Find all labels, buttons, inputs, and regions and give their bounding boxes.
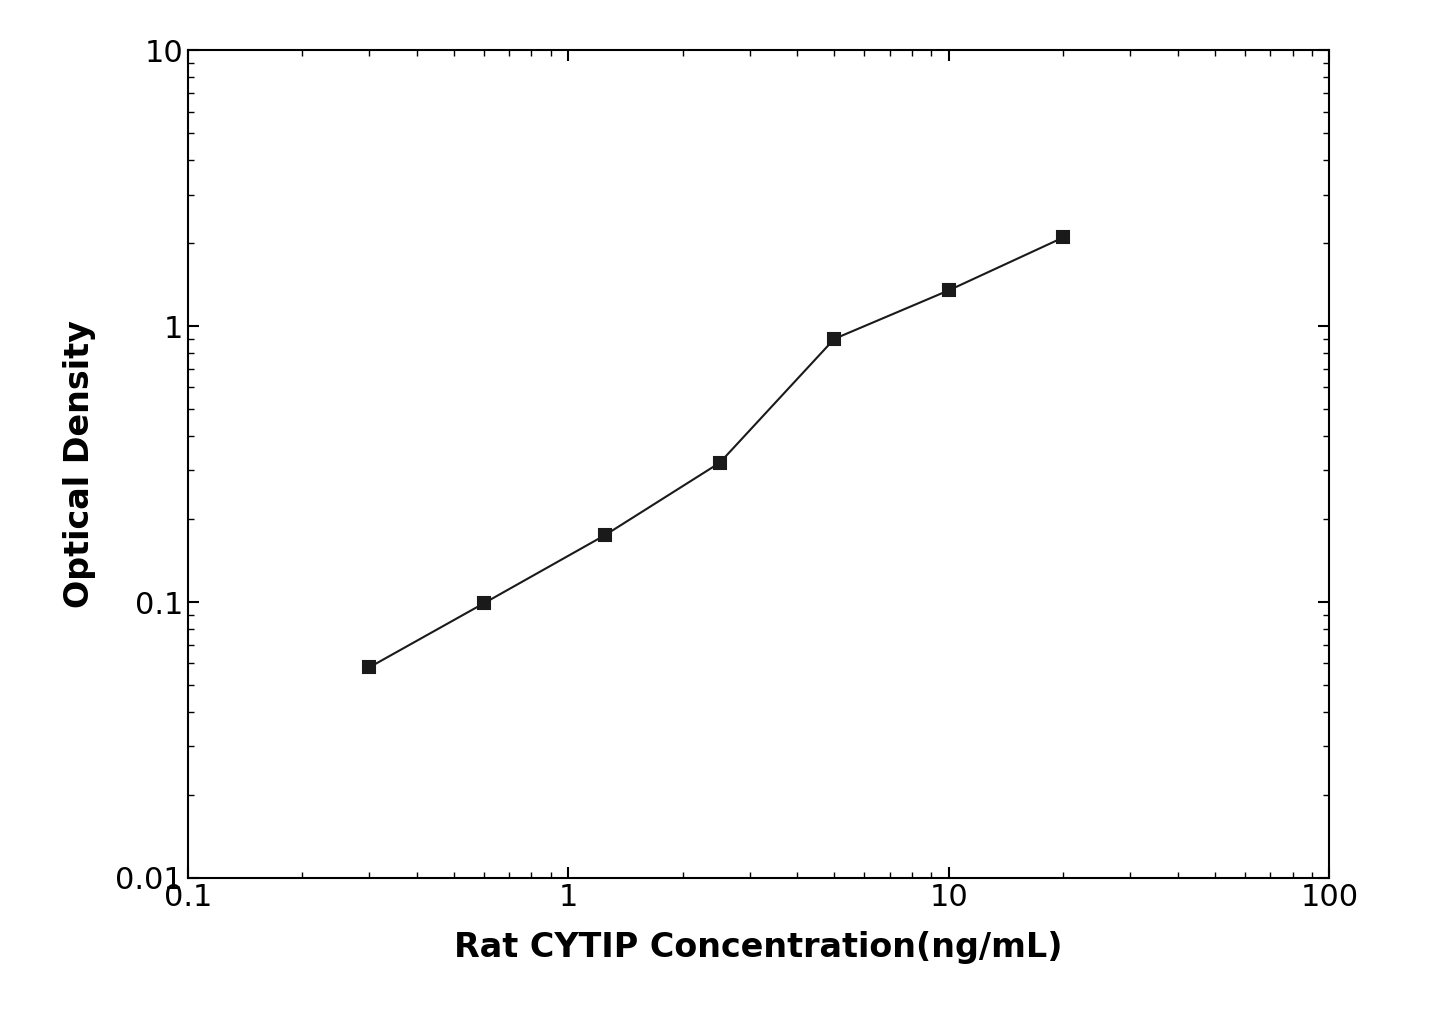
X-axis label: Rat CYTIP Concentration(ng/mL): Rat CYTIP Concentration(ng/mL) bbox=[454, 931, 1064, 965]
Y-axis label: Optical Density: Optical Density bbox=[62, 320, 95, 608]
